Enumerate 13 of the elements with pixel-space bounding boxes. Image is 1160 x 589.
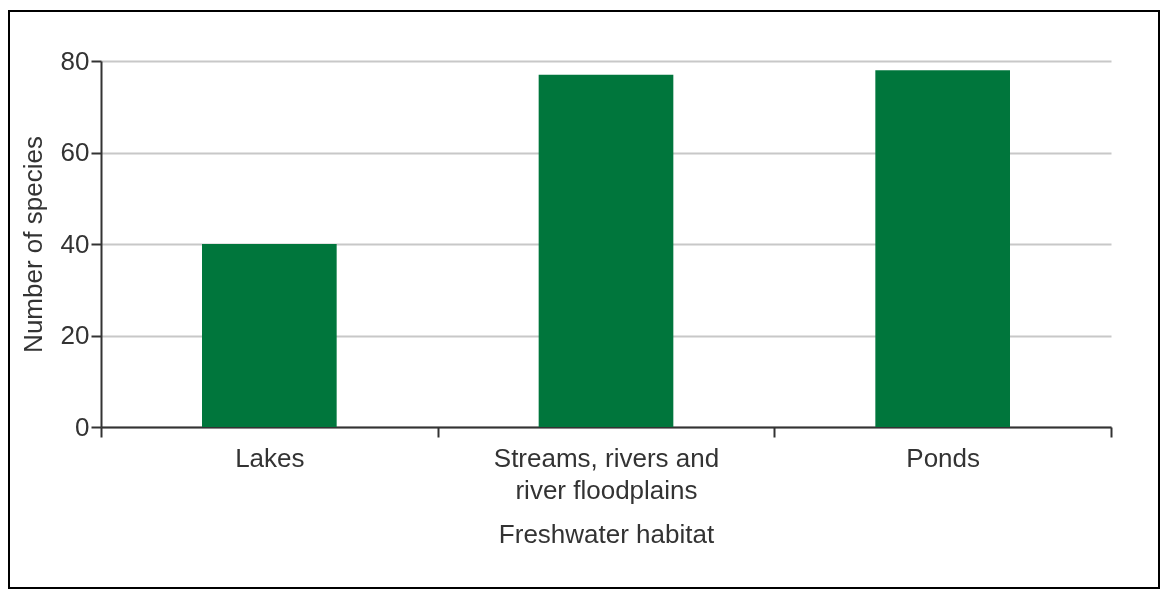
y-tick-label: 40 bbox=[60, 228, 90, 259]
y-axis-title: Number of species bbox=[17, 136, 48, 353]
x-tick-label: Lakes bbox=[235, 442, 305, 473]
y-tick-label: 0 bbox=[75, 411, 90, 442]
bar bbox=[875, 70, 1010, 427]
x-tick-label: Streams, rivers and river floodplains bbox=[493, 442, 720, 505]
x-tick-label: Ponds bbox=[906, 442, 981, 473]
bar bbox=[202, 244, 337, 427]
y-tick-label: 80 bbox=[60, 45, 90, 76]
bar bbox=[538, 74, 674, 427]
y-tick-label: 60 bbox=[60, 137, 90, 167]
y-tick-label: 20 bbox=[60, 320, 90, 350]
x-axis-title: Freshwater habitat bbox=[498, 518, 715, 549]
